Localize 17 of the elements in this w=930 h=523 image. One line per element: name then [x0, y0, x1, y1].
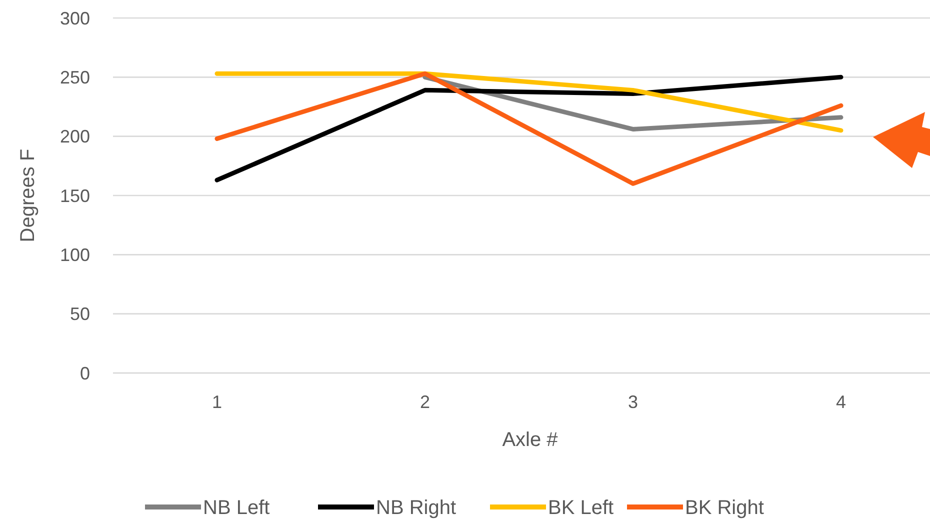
x-tick-label: 2 [420, 392, 430, 412]
x-tick-label: 4 [836, 392, 846, 412]
y-tick-label: 150 [60, 186, 90, 206]
y-axis-title: Degrees F [17, 148, 39, 242]
y-tick-label: 50 [70, 304, 90, 324]
y-tick-label: 0 [80, 363, 90, 384]
legend-label: BK Left [548, 497, 614, 519]
legend-label: NB Right [376, 497, 456, 519]
legend-label: NB Left [203, 497, 270, 519]
y-tick-label: 250 [60, 67, 90, 88]
x-tick-label: 1 [212, 392, 222, 412]
x-axis-title: Axle # [502, 429, 559, 451]
y-tick-label: 100 [60, 244, 90, 265]
y-tick-label: 200 [60, 126, 90, 147]
x-tick-label: 3 [628, 392, 638, 412]
legend-label: BK Right [685, 497, 764, 519]
y-tick-label: 300 [60, 8, 90, 28]
